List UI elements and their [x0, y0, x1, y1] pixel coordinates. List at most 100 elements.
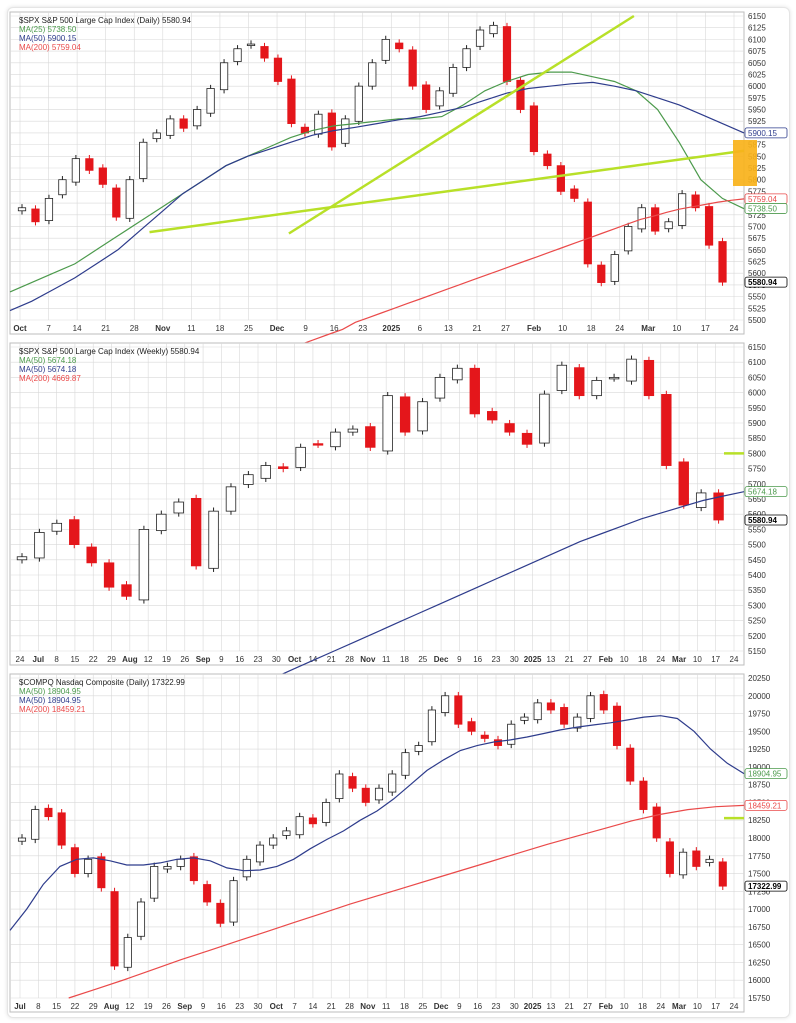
candle-body — [273, 57, 283, 82]
candle-body — [44, 807, 53, 818]
x-tick-label: 16 — [473, 1002, 482, 1011]
y-tick-label: 5775 — [748, 187, 766, 196]
candle-body — [269, 837, 278, 846]
candle-body — [103, 562, 115, 588]
candle-body — [138, 529, 150, 601]
x-tick-label: 24 — [656, 1002, 665, 1011]
x-tick-label: 26 — [162, 1002, 171, 1011]
x-tick-label: 2025 — [382, 324, 400, 333]
y-tick-label: 18250 — [748, 816, 771, 825]
price-label: 17322.99 — [748, 882, 782, 891]
x-tick-label: 17 — [711, 655, 720, 664]
x-tick-label: 21 — [565, 1002, 574, 1011]
x-tick-label: 27 — [583, 655, 592, 664]
legend-panel-3: $COMPQ Nasdaq Composite (Daily) 17322.99… — [19, 678, 185, 714]
y-tick-label: 19750 — [748, 710, 771, 719]
x-tick-label: 25 — [418, 655, 427, 664]
legend-panel-1: $SPX S&P 500 Large Cap Index (Daily) 558… — [19, 16, 191, 52]
series-line — [9, 81, 745, 312]
candle-body — [17, 207, 27, 212]
candle-body — [216, 902, 225, 924]
candle-body — [136, 901, 146, 937]
y-tick-label: 16500 — [748, 941, 771, 950]
y-tick-label: 5925 — [748, 117, 766, 126]
candle-body — [454, 695, 463, 725]
candle-body — [692, 850, 701, 867]
series-line — [149, 149, 745, 234]
candle-body — [246, 43, 256, 46]
candle-body — [260, 46, 269, 59]
x-tick-label: Sep — [177, 1002, 192, 1011]
x-tick-label: 24 — [730, 1002, 739, 1011]
candle-body — [16, 556, 28, 561]
candle-body — [556, 364, 568, 391]
candle-body — [574, 367, 585, 397]
y-tick-label: 5150 — [748, 647, 766, 656]
price-label-box — [744, 514, 788, 526]
candle-body — [69, 519, 80, 545]
candle-body — [382, 395, 393, 452]
candle-body — [121, 584, 132, 597]
candle-body — [31, 208, 40, 223]
legend-ma200: MA(200) 4669.87 — [19, 374, 81, 383]
candle-body — [401, 752, 410, 776]
candle-body — [462, 48, 471, 68]
candle-body — [399, 396, 411, 433]
candle-body — [152, 132, 161, 140]
series-line — [303, 198, 745, 344]
candle-body — [678, 461, 689, 506]
y-tick-label: 5850 — [748, 434, 766, 443]
candle-body — [71, 158, 80, 183]
candle-body — [278, 466, 289, 470]
y-tick-label: 6125 — [748, 24, 766, 33]
x-tick-label: 23 — [492, 1002, 501, 1011]
candle-body — [361, 787, 370, 803]
legend-ma50: MA(50) 18904.95 — [19, 687, 81, 696]
y-tick-label: 5650 — [748, 246, 766, 255]
x-tick-label: 21 — [565, 655, 574, 664]
candle-body — [123, 937, 132, 968]
y-tick-label: 5700 — [748, 222, 766, 231]
candle-body — [435, 90, 444, 107]
price-label: 5674.18 — [748, 488, 777, 497]
x-tick-label: 22 — [89, 655, 98, 664]
candle-body — [452, 367, 463, 381]
candle-body — [441, 695, 450, 713]
candle-body — [58, 179, 67, 196]
y-tick-label: 17000 — [748, 905, 771, 914]
x-tick-label: 15 — [52, 1002, 61, 1011]
candle-body — [166, 118, 175, 136]
y-tick-label: 19500 — [748, 727, 771, 736]
x-tick-label: 18 — [215, 324, 224, 333]
candle-body — [427, 709, 436, 743]
candle-body — [374, 787, 384, 801]
candle-body — [704, 206, 714, 246]
x-tick-label: 28 — [130, 324, 139, 333]
x-tick-label: 10 — [693, 1002, 702, 1011]
x-tick-label: 21 — [327, 1002, 336, 1011]
candle-body — [395, 42, 404, 50]
candle-body — [691, 194, 700, 209]
x-tick-label: 27 — [501, 324, 510, 333]
y-tick-label: 5650 — [748, 495, 766, 504]
x-tick-label: 21 — [473, 324, 482, 333]
chart-title: $COMPQ Nasdaq Composite (Daily) 17322.99 — [19, 678, 185, 687]
candle-body — [608, 376, 620, 380]
y-tick-label: 20250 — [748, 674, 771, 683]
x-tick-label: 2025 — [524, 655, 542, 664]
candle-body — [295, 816, 304, 836]
x-tick-label: 24 — [16, 655, 25, 664]
y-tick-label: 6100 — [748, 358, 766, 367]
candle-body — [570, 188, 579, 199]
price-label-box — [744, 880, 788, 892]
candle-body — [365, 426, 376, 448]
candle-body — [335, 773, 344, 800]
candle-body — [225, 486, 237, 512]
candle-body — [354, 85, 363, 122]
y-tick-label: 5950 — [748, 404, 766, 413]
y-tick-label: 6025 — [748, 70, 766, 79]
x-tick-label: 24 — [615, 324, 624, 333]
plot-area — [9, 342, 745, 666]
chart-frame: 6150 6125 6100 6075 6050 6025 6000 5975 5950 5925… — [7, 7, 790, 1018]
x-tick-label: 24 — [730, 655, 739, 664]
